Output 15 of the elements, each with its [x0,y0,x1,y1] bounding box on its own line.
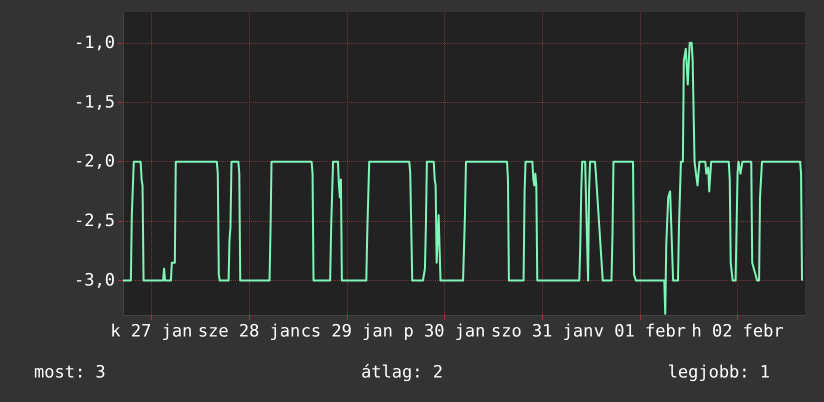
x-tick-label: v 01 febr [594,322,686,342]
y-tick-label: -1,0 [74,32,115,53]
text: átlag: 2 [361,362,443,382]
y-tick-label: -3,0 [74,270,115,291]
x-tick-label: sze 28 jan [198,322,300,342]
x-tick-label: p 30 jan [404,322,486,342]
x-tick-label: h 02 febr [691,322,784,342]
y-tick-label: -2,5 [74,211,115,232]
text: most: 3 [34,362,106,382]
y-tick-label: -2,0 [74,152,115,172]
y-tick-label: -1,5 [74,92,115,112]
text: legjobb: 1 [668,362,770,382]
x-tick-label: k 27 jan [110,322,192,342]
x-tick-label: cs 29 jan [300,322,393,342]
x-tick-label: szo 31 jan [490,322,594,342]
